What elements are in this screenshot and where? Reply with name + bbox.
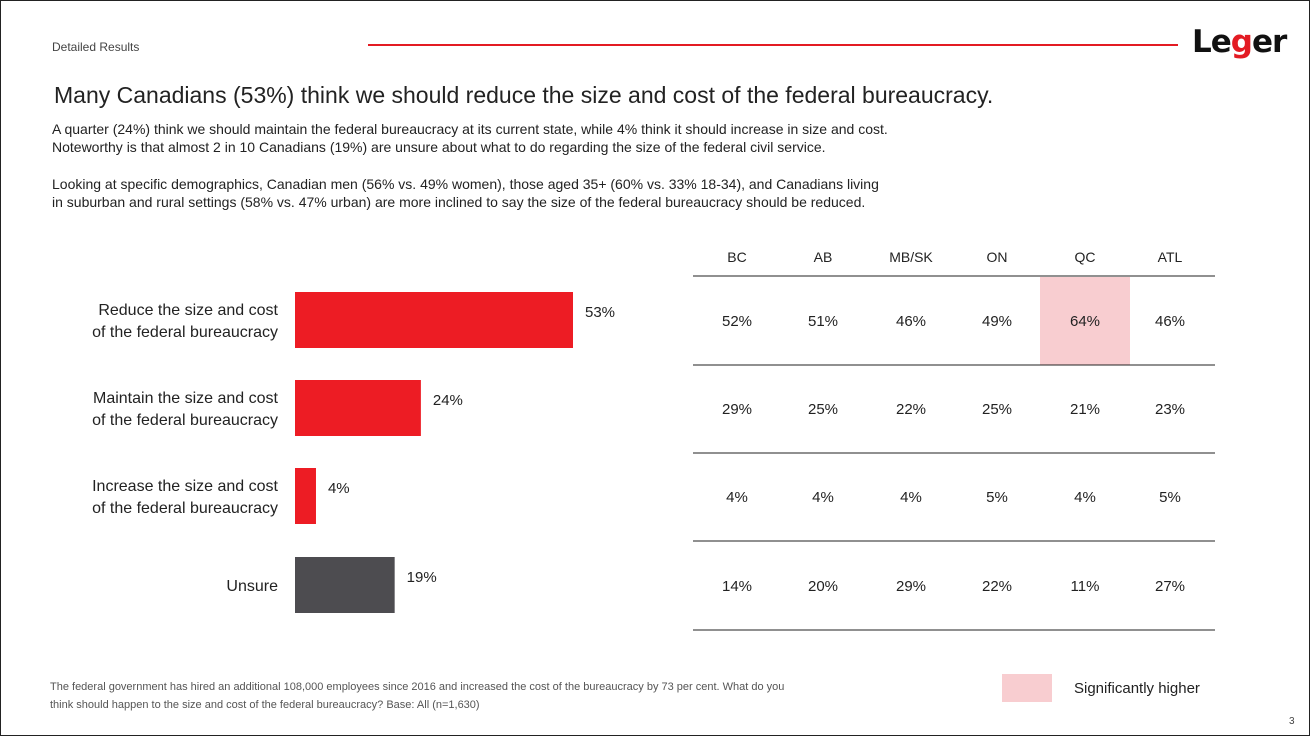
legend-label: Significantly higher <box>1074 680 1200 697</box>
summary-paragraph-1: A quarter (24%) think we should maintain… <box>52 120 1272 156</box>
table-header-ab: AB <box>814 249 833 265</box>
table-cell: 29% <box>896 578 926 595</box>
table-cell: 11% <box>1071 578 1100 595</box>
summary-paragraph-1-line-1: A quarter (24%) think we should maintain… <box>52 121 888 137</box>
category-label-3-line-1: Increase the size and cost <box>92 478 278 495</box>
bar-3 <box>295 468 316 524</box>
leger-logo: Leger <box>1192 24 1287 60</box>
value-label-2: 24% <box>433 392 463 409</box>
summary-paragraph-2-line-1: Looking at specific demographics, Canadi… <box>52 176 879 192</box>
value-label-3: 4% <box>328 480 350 497</box>
table-cell: 5% <box>986 489 1008 506</box>
footnote-line-2: think should happen to the size and cost… <box>50 699 480 711</box>
bar-2 <box>295 380 421 436</box>
bar-1 <box>295 292 573 348</box>
value-label-4: 19% <box>407 569 437 586</box>
summary-paragraph-1-line-2: Noteworthy is that almost 2 in 10 Canadi… <box>52 139 826 155</box>
category-label-3-line-2: of the federal bureaucracy <box>92 500 278 517</box>
category-label-2-line-1: Maintain the size and cost <box>93 390 279 407</box>
table-cell: 23% <box>1155 401 1185 418</box>
category-label-1-line-2: of the federal bureaucracy <box>92 324 278 341</box>
question-footnote: The federal government has hired an addi… <box>50 678 990 714</box>
table-cell: 27% <box>1155 578 1185 595</box>
table-header-atl: ATL <box>1158 249 1183 265</box>
page-number: 3 <box>1289 716 1295 727</box>
table-header-mb-sk: MB/SK <box>889 249 933 265</box>
table-cell: 14% <box>722 578 752 595</box>
table-cell: 51% <box>808 313 838 330</box>
table-cell: 46% <box>896 313 926 330</box>
table-cell: 4% <box>900 489 922 506</box>
table-cell: 52% <box>722 313 752 330</box>
table-cell: 20% <box>808 578 838 595</box>
category-label-2-line-2: of the federal bureaucracy <box>92 412 278 429</box>
table-header-on: ON <box>987 249 1008 265</box>
table-cell: 46% <box>1155 313 1185 330</box>
table-cell: 64% <box>1070 313 1100 330</box>
summary-paragraph-2: Looking at specific demographics, Canadi… <box>52 175 1272 211</box>
header-rule <box>368 44 1178 46</box>
table-cell: 5% <box>1159 489 1181 506</box>
legend-swatch-significantly-higher <box>1002 674 1052 702</box>
page-title: Many Canadians (53%) think we should red… <box>54 82 994 108</box>
table-cell: 25% <box>982 401 1012 418</box>
footnote-line-1: The federal government has hired an addi… <box>50 681 785 693</box>
table-cell: 4% <box>812 489 834 506</box>
section-label: Detailed Results <box>52 40 140 54</box>
category-label-1-line-1: Reduce the size and cost <box>98 302 278 319</box>
table-cell: 29% <box>722 401 752 418</box>
highlight-cell <box>1040 277 1130 365</box>
table-header-qc: QC <box>1075 249 1096 265</box>
table-header-bc: BC <box>727 249 746 265</box>
table-cell: 25% <box>808 401 838 418</box>
table-cell: 22% <box>982 578 1012 595</box>
table-cell: 4% <box>726 489 748 506</box>
value-label-1: 53% <box>585 304 615 321</box>
table-cell: 4% <box>1074 489 1096 506</box>
bar-4 <box>295 557 395 613</box>
category-label-4-line-1: Unsure <box>226 578 278 595</box>
table-cell: 21% <box>1070 401 1100 418</box>
table-cell: 49% <box>982 313 1012 330</box>
summary-paragraph-2-line-2: in suburban and rural settings (58% vs. … <box>52 194 866 210</box>
table-cell: 22% <box>896 401 926 418</box>
